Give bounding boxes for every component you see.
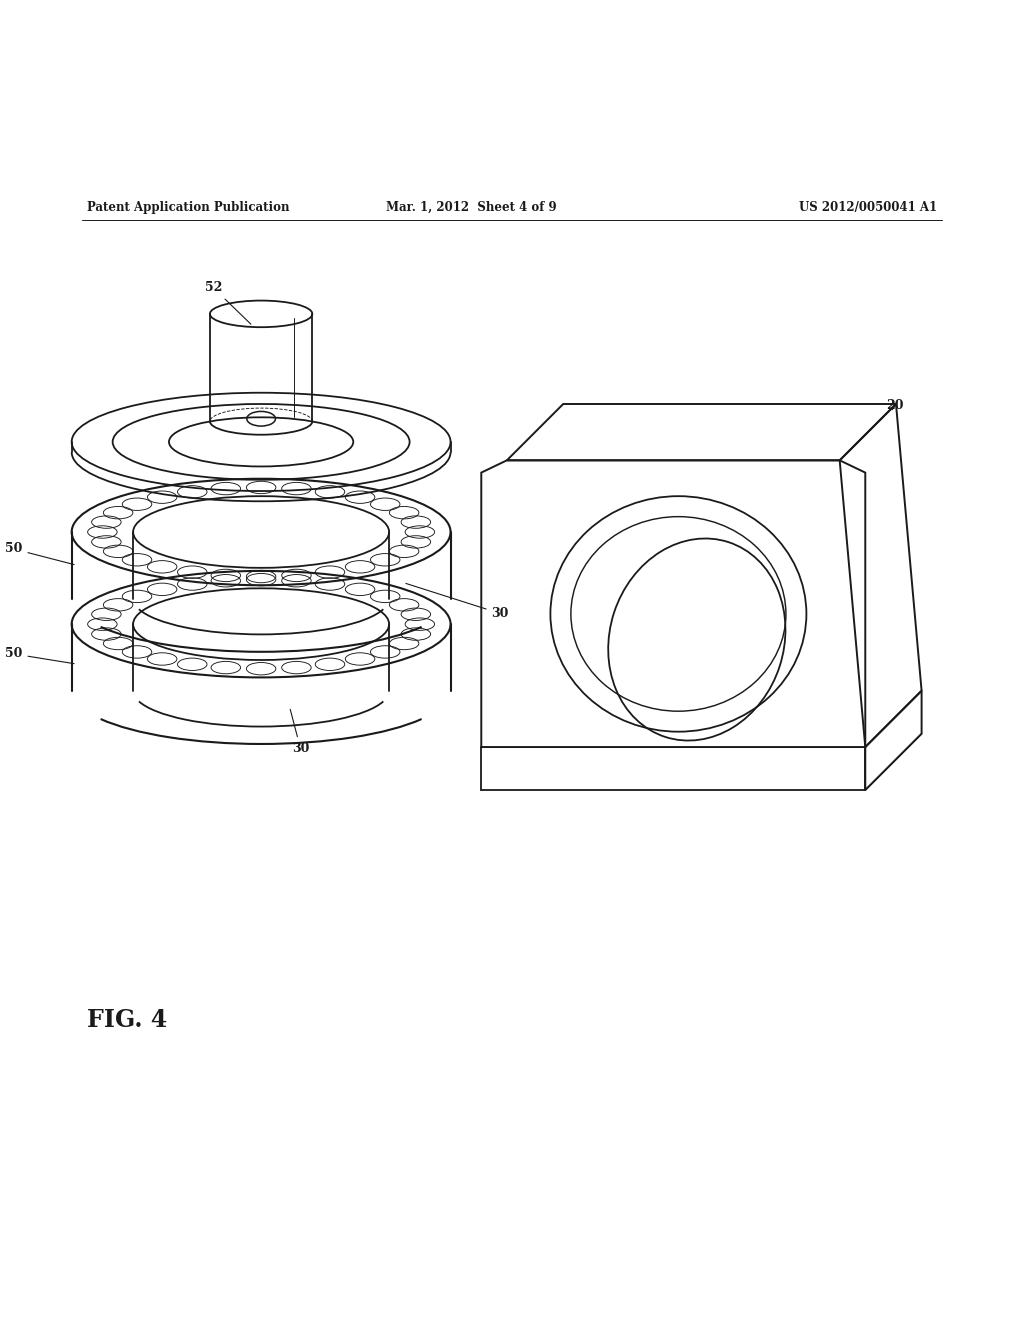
Text: 30: 30	[290, 709, 309, 755]
Text: 50: 50	[5, 543, 74, 565]
Text: 30: 30	[406, 583, 509, 620]
Text: Mar. 1, 2012  Sheet 4 of 9: Mar. 1, 2012 Sheet 4 of 9	[386, 201, 556, 214]
Text: FIG. 4: FIG. 4	[87, 1008, 167, 1032]
Text: US 2012/0050041 A1: US 2012/0050041 A1	[799, 201, 937, 214]
Text: 50: 50	[5, 647, 74, 664]
Text: 20: 20	[886, 399, 903, 412]
Text: 52: 52	[205, 281, 251, 325]
Text: Patent Application Publication: Patent Application Publication	[87, 201, 290, 214]
